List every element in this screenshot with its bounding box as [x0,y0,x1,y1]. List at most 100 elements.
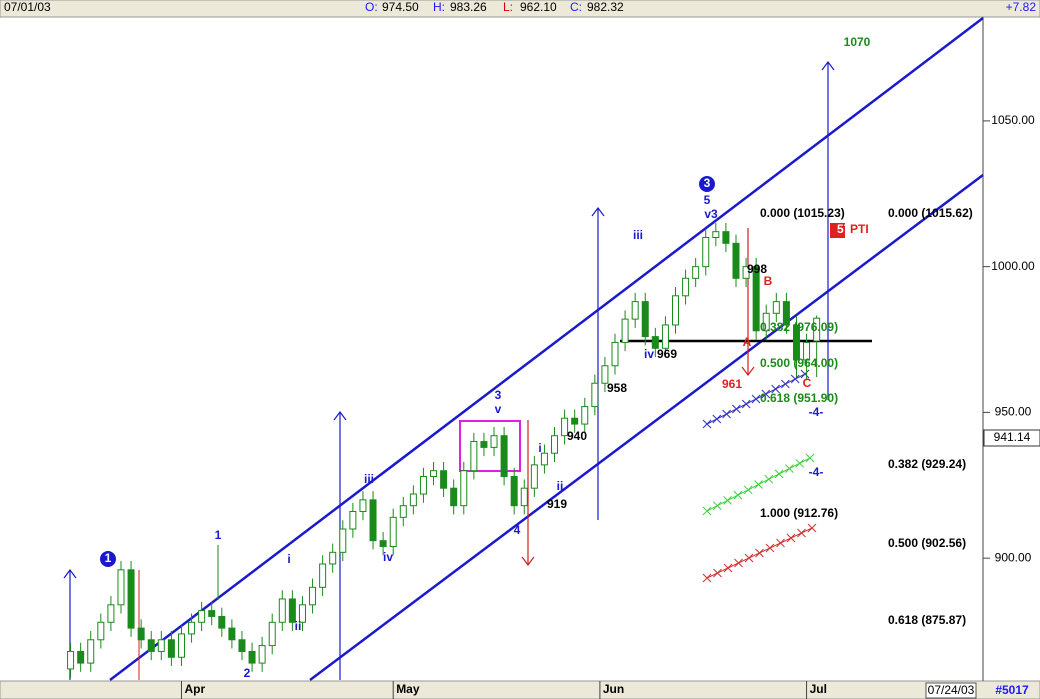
candle-body [530,464,538,489]
header-label: H: [433,0,445,14]
footer-bar [0,680,1040,699]
fib-cross [790,374,800,384]
candle-body [399,505,407,518]
candle-body [177,633,185,658]
candle-body [772,301,780,314]
annotation: 0.000 (1015.23) [760,206,845,220]
candle-body [470,441,478,472]
arrow-head [741,366,755,376]
fib-cross [702,506,712,516]
candle-body [127,569,135,629]
annotation: 0.618 (951.90) [760,391,838,405]
annotation: 1 [215,528,222,542]
candle-body [762,312,770,332]
candle-body [480,441,488,448]
candle-body [268,621,276,647]
annotation: 1 [105,551,112,565]
candle-body [702,237,710,268]
drawing-tools [63,17,984,681]
candle-body [389,516,397,547]
candle-body [712,231,720,239]
candle-body [117,569,125,606]
header-value: 982.32 [587,0,624,14]
candle-body [167,639,175,658]
arrow-head [591,207,605,217]
annotation: 958 [607,381,627,395]
y-tick-label: 1000.00 [991,259,1035,273]
header-date: 07/01/03 [4,0,51,14]
fib-cross [776,538,785,548]
annotation: PTI [850,222,869,236]
fib-cross [744,553,754,563]
fib-cross [723,563,733,573]
candle-body [561,417,569,437]
fib-cross [751,394,761,404]
candle-body [551,435,559,454]
arrow-head [821,61,835,71]
annotation: 0.382 (976.09) [760,320,838,334]
annotation: 0.618 (875.87) [888,613,966,627]
annotation: i [538,441,541,455]
candle-body [450,487,458,507]
annotation: 919 [547,497,567,511]
fib-cross [797,528,806,538]
candle-body [379,540,387,547]
candle-body [87,639,95,664]
arrow-head [521,556,535,566]
annotation: iv [644,347,654,361]
candle-body [631,301,639,320]
fib-cross [733,490,743,500]
candle-body [157,639,165,652]
fib-cross [712,501,722,511]
header-label: L: [503,0,513,14]
candle-body [97,621,105,641]
annotation: 1.000 (912.76) [760,506,838,520]
candle-body [671,295,679,326]
footer-date-box [925,682,977,699]
candle-body [147,639,155,652]
annotation: v [495,402,502,416]
channel-line [109,17,984,681]
candle-body [611,341,619,367]
annotation: 3 [704,176,711,190]
header-value: 983.26 [450,0,487,14]
fib-cross [702,573,712,583]
x-tick-label: Jun [603,682,624,696]
candle-body [813,317,821,342]
candle-body [319,563,327,588]
fib-cross [785,464,794,473]
candle-body [440,470,448,489]
x-tick-label: Apr [184,682,205,696]
candle-body [601,365,609,384]
fib-cross [713,568,722,578]
fib-cross [734,558,743,568]
candle-body [430,470,438,478]
y-tick-label: 900.00 [995,550,1032,564]
candle-body [460,470,468,507]
fib-cross [786,533,796,543]
annotation: iv [383,550,393,564]
candle-body [621,318,629,343]
candle-body [520,487,528,507]
candle-body [803,341,811,361]
annotation: v3 [704,207,718,221]
candle-body [248,650,256,664]
annotation: 5 [704,193,711,207]
fib-cross [754,480,763,489]
annotation: iii [633,228,643,242]
candle-body [359,499,367,513]
annotation: 998 [747,262,767,276]
fib-cross [761,389,771,399]
candle-body [218,615,226,629]
candle-body [641,301,649,338]
fib-cross [755,548,764,558]
candle-body [258,645,266,664]
annotation: 3 [495,388,502,402]
candle-body [198,610,206,623]
fib-cross [722,409,731,419]
annotation: -4- [809,465,824,479]
header-label: C: [570,0,582,14]
y-tick-label: 1050.00 [991,113,1035,127]
